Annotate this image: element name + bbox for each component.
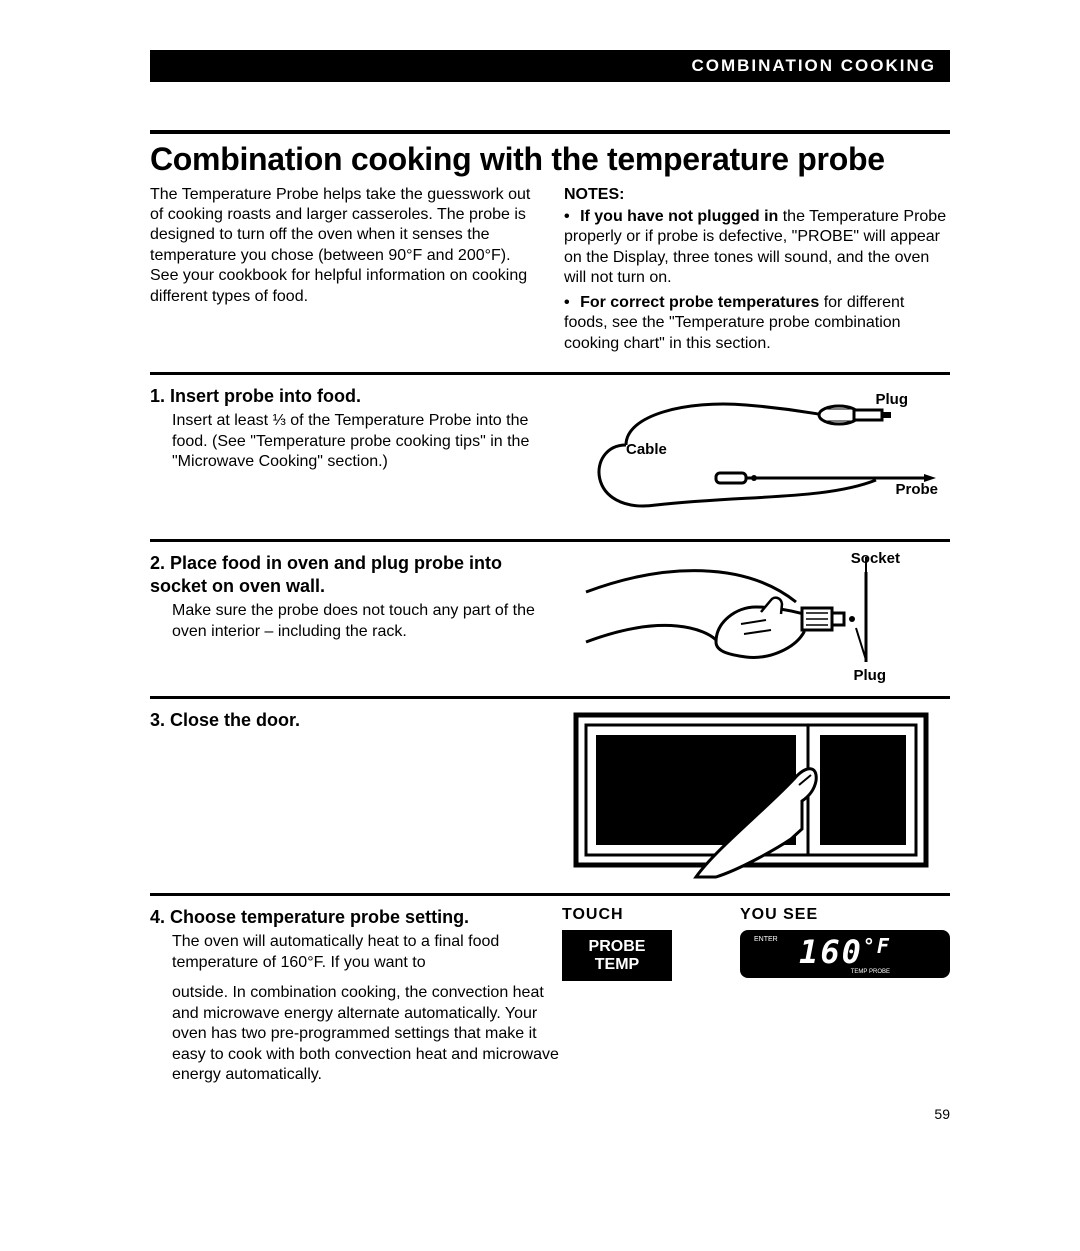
step-2-text: 2. Place food in oven and plug probe int… xyxy=(150,552,538,682)
probe-btn-line2: TEMP xyxy=(595,956,639,973)
section-header-bar: COMBINATION COOKING xyxy=(150,50,950,82)
plug-label: Plug xyxy=(876,391,909,408)
step-2-body: Make sure the probe does not touch any p… xyxy=(172,601,538,642)
step-4-body: The oven will automatically heat to a fi… xyxy=(172,932,538,973)
step-4-head: 4. Choose temperature probe setting. xyxy=(150,906,538,929)
socket-label: Socket xyxy=(851,550,900,567)
step-2-head: 2. Place food in oven and plug probe int… xyxy=(150,552,538,598)
step-3: 3. Close the door. xyxy=(150,709,950,879)
note-item: If you have not plugged in the Temperatu… xyxy=(564,207,950,289)
yousee-heading: YOU SEE xyxy=(740,906,950,924)
top-rule xyxy=(150,130,950,134)
step-2: 2. Place food in oven and plug probe int… xyxy=(150,552,950,682)
step-2-figure: Socket Plug xyxy=(562,552,950,682)
step-4: 4. Choose temperature probe setting. The… xyxy=(150,906,950,981)
touch-heading: TOUCH xyxy=(562,906,714,924)
probe-temp-button[interactable]: PROBE TEMP xyxy=(562,930,672,981)
display-sub-label: TEMP PROBE xyxy=(851,969,890,975)
display-temperature: 160°F xyxy=(752,936,938,968)
close-door-icon xyxy=(562,709,950,879)
intro-columns: The Temperature Probe helps take the gue… xyxy=(150,185,950,359)
step-1: 1. Insert probe into food. Insert at lea… xyxy=(150,385,950,525)
step-1-body: Insert at least ⅓ of the Temperature Pro… xyxy=(172,411,538,472)
note-bold: For correct probe temperatures xyxy=(580,294,819,311)
cable-label: Cable xyxy=(626,441,667,458)
yousee-column: YOU SEE ENTER 160°F TEMP PROBE xyxy=(740,906,950,981)
notes-list: If you have not plugged in the Temperatu… xyxy=(564,207,950,354)
step-4-right: TOUCH PROBE TEMP YOU SEE ENTER 160°F TEM… xyxy=(562,906,950,981)
oven-display: ENTER 160°F TEMP PROBE xyxy=(740,930,950,978)
step-4-text: 4. Choose temperature probe setting. The… xyxy=(150,906,538,981)
plug-label-2: Plug xyxy=(854,667,887,684)
section-rule xyxy=(150,372,950,375)
note-bold: If you have not plugged in xyxy=(580,208,778,225)
carryover-paragraph: outside. In combination cooking, the con… xyxy=(172,983,560,1085)
step-3-figure xyxy=(562,709,950,879)
display-value: 160 xyxy=(799,933,863,971)
section-rule xyxy=(150,696,950,699)
notes-title: NOTES: xyxy=(564,185,950,205)
step-1-figure: Plug Cable Probe xyxy=(562,385,950,525)
display-enter-label: ENTER xyxy=(754,936,778,943)
probe-label: Probe xyxy=(895,481,938,498)
touch-column: TOUCH PROBE TEMP xyxy=(562,906,714,981)
display-unit: °F xyxy=(863,934,891,958)
probe-btn-line1: PROBE xyxy=(589,938,646,955)
page-title: Combination cooking with the temperature… xyxy=(150,142,950,177)
intro-left: The Temperature Probe helps take the gue… xyxy=(150,185,536,359)
step-3-text: 3. Close the door. xyxy=(150,709,538,879)
intro-right: NOTES: If you have not plugged in the Te… xyxy=(564,185,950,359)
page-number: 59 xyxy=(150,1106,950,1122)
step-1-text: 1. Insert probe into food. Insert at lea… xyxy=(150,385,538,525)
section-rule xyxy=(150,893,950,896)
note-item: For correct probe temperatures for diffe… xyxy=(564,293,950,354)
plug-socket-icon xyxy=(562,552,950,682)
step-3-head: 3. Close the door. xyxy=(150,709,538,732)
step-1-head: 1. Insert probe into food. xyxy=(150,385,538,408)
section-rule xyxy=(150,539,950,542)
